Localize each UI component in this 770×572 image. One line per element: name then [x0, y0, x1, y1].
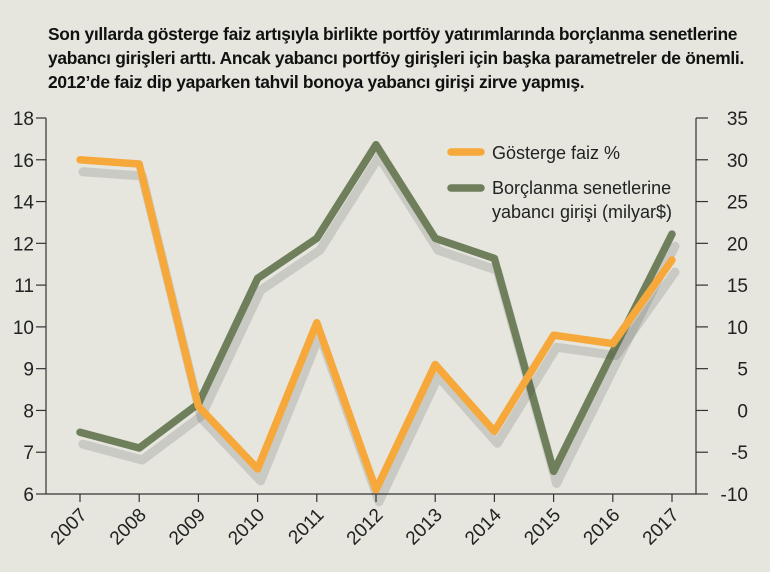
series-lines	[76, 140, 680, 507]
left-tick-label: 8	[23, 401, 34, 422]
right-tick-label: 30	[727, 151, 748, 172]
x-tick-label: 2017	[639, 505, 684, 550]
right-tick-label: 35	[727, 109, 748, 130]
x-tick-label: 2007	[47, 505, 92, 550]
x-tick-label: 2010	[224, 505, 269, 550]
x-tick-label: 2015	[520, 505, 565, 550]
x-tick-label: 2016	[580, 505, 625, 550]
legend-label-borc-line: yabancı girişi (milyar$)	[492, 202, 672, 222]
x-tick-label: 2012	[343, 505, 388, 550]
right-tick-label: -5	[731, 443, 748, 464]
left-tick-label: 12	[13, 234, 34, 255]
left-tick-label: 18	[13, 109, 34, 130]
right-tick-label: 5	[737, 360, 748, 381]
right-tick-label: 0	[737, 401, 748, 422]
right-tick-label: 25	[727, 193, 748, 214]
x-tick-label: 2009	[165, 505, 210, 550]
x-tick-label: 2014	[461, 504, 506, 549]
left-tick-label: 7	[23, 443, 34, 464]
legend: Gösterge faiz % Borçlanma senetlerine yaba…	[447, 143, 672, 222]
left-tick-label: 9	[23, 360, 34, 381]
legend-label-faiz: Gösterge faiz %	[492, 143, 620, 163]
right-tick-label: -10	[721, 485, 748, 506]
chart-title: Son yıllarda gösterge faiz artışıyla bir…	[48, 24, 744, 92]
x-tick-label: 2013	[402, 505, 447, 550]
right-tick-label: 20	[727, 234, 748, 255]
x-tick-label: 2008	[106, 505, 151, 550]
left-tick-label: 16	[13, 151, 34, 172]
series-borc-shadow	[78, 152, 680, 488]
left-tick-label: 14	[13, 193, 35, 214]
x-tick-label: 2011	[285, 505, 329, 549]
left-tick-label: 11	[14, 276, 34, 297]
legend-label-borc-line: Borçlanma senetlerine	[492, 178, 671, 198]
left-tick-label: 6	[23, 485, 34, 506]
right-tick-label: 10	[727, 318, 748, 339]
left-tick-label: 10	[13, 318, 34, 339]
right-tick-label: 15	[727, 276, 748, 297]
